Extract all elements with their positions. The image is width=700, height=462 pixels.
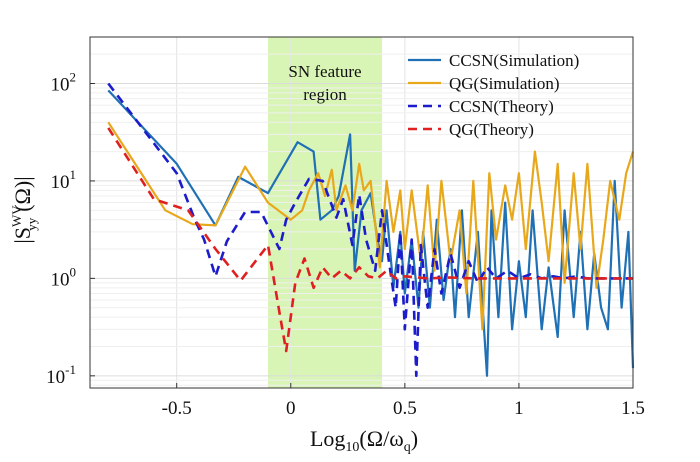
legend: CCSN(Simulation) QG(Simulation) CCSN(Theor… [408, 51, 579, 139]
legend-label: QG(Simulation) [449, 74, 560, 93]
x-tick-label: -0.5 [162, 398, 192, 419]
y-tick-label: 102 [51, 69, 77, 95]
legend-label: CCSN(Simulation) [449, 51, 579, 70]
series-line-qg-simulation [107, 121, 635, 331]
legend-label: QG(Theory) [449, 120, 534, 139]
series-lines [107, 82, 635, 378]
plot-frame [89, 36, 634, 389]
y-tick-label: 100 [51, 264, 77, 290]
y-ticks: 10-1 100 101 102 [46, 69, 95, 388]
x-ticks: -0.5 0 0.5 1 1.5 [162, 383, 645, 419]
region-label: SN feature region [288, 62, 361, 104]
x-tick-label: 1 [514, 398, 524, 419]
x-tick-label: 0.5 [393, 398, 417, 419]
legend-label: CCSN(Theory) [449, 97, 554, 116]
region-label-line: SN feature [288, 62, 361, 81]
y-axis-label: |SWVyy(Ω)| [9, 176, 39, 243]
series-line-qg-theory [107, 127, 633, 353]
x-tick-label: 0 [286, 398, 296, 419]
x-tick-label: 1.5 [621, 398, 645, 419]
x-axis-label: Log10(Ω/ωq) [310, 426, 418, 455]
region-label-line: region [303, 85, 347, 104]
y-tick-label: 101 [51, 167, 77, 193]
y-tick-label: 10-1 [46, 362, 76, 388]
